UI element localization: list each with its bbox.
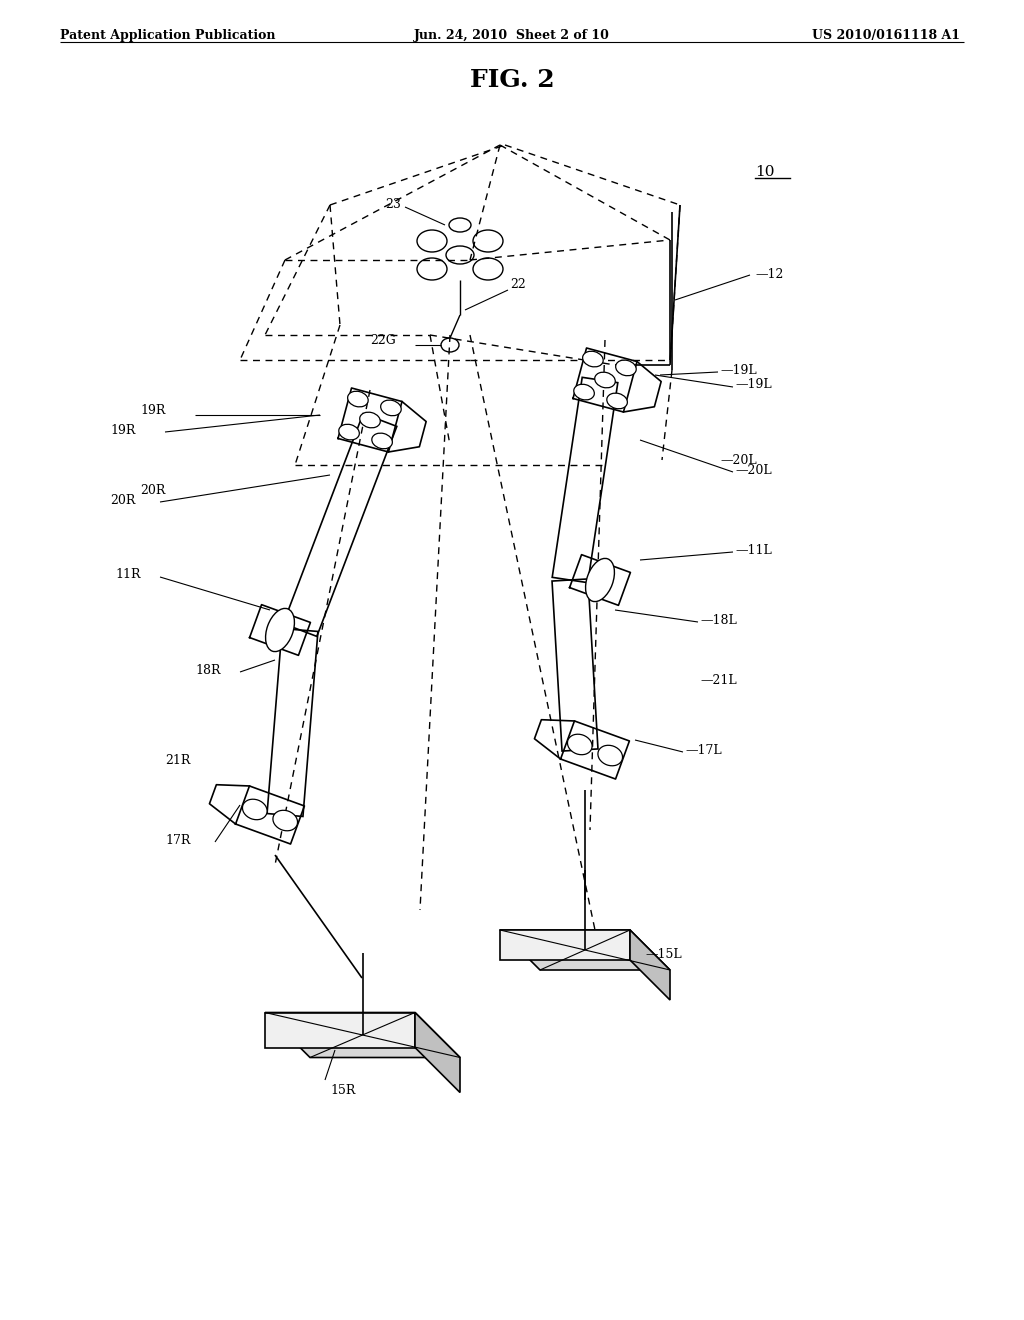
Text: Patent Application Publication: Patent Application Publication bbox=[60, 29, 275, 41]
Text: —18L: —18L bbox=[700, 614, 736, 627]
Text: —17L: —17L bbox=[685, 743, 722, 756]
Text: Jun. 24, 2010  Sheet 2 of 10: Jun. 24, 2010 Sheet 2 of 10 bbox=[414, 29, 610, 41]
Ellipse shape bbox=[615, 360, 636, 376]
Text: 10: 10 bbox=[755, 165, 774, 180]
Text: —19L: —19L bbox=[720, 363, 757, 376]
Text: —12: —12 bbox=[755, 268, 783, 281]
Ellipse shape bbox=[273, 810, 298, 830]
Ellipse shape bbox=[598, 746, 623, 766]
Text: 18R: 18R bbox=[195, 664, 220, 676]
Ellipse shape bbox=[473, 257, 503, 280]
Ellipse shape bbox=[449, 218, 471, 232]
Text: 21R: 21R bbox=[165, 754, 190, 767]
Ellipse shape bbox=[595, 372, 615, 388]
Text: 23: 23 bbox=[385, 198, 400, 211]
Ellipse shape bbox=[446, 246, 474, 264]
Ellipse shape bbox=[359, 412, 380, 428]
Polygon shape bbox=[630, 931, 670, 1001]
Ellipse shape bbox=[417, 257, 447, 280]
Text: —11L: —11L bbox=[735, 544, 772, 557]
Ellipse shape bbox=[372, 433, 392, 449]
Ellipse shape bbox=[473, 230, 503, 252]
Text: 17R: 17R bbox=[165, 833, 190, 846]
Text: 22G: 22G bbox=[370, 334, 395, 346]
Ellipse shape bbox=[573, 384, 594, 400]
Ellipse shape bbox=[347, 391, 369, 407]
Ellipse shape bbox=[441, 338, 459, 352]
Polygon shape bbox=[265, 1012, 460, 1057]
Text: 19R: 19R bbox=[110, 424, 135, 437]
Text: 20R: 20R bbox=[140, 483, 165, 496]
Polygon shape bbox=[500, 931, 670, 970]
Text: 11R: 11R bbox=[115, 569, 140, 582]
Text: —15L: —15L bbox=[645, 949, 682, 961]
Ellipse shape bbox=[586, 558, 614, 602]
Text: FIG. 2: FIG. 2 bbox=[470, 69, 554, 92]
Text: US 2010/0161118 A1: US 2010/0161118 A1 bbox=[812, 29, 961, 41]
Text: —21L: —21L bbox=[700, 673, 736, 686]
Text: —20L: —20L bbox=[735, 463, 772, 477]
Ellipse shape bbox=[265, 609, 295, 652]
Ellipse shape bbox=[417, 230, 447, 252]
Polygon shape bbox=[415, 1012, 460, 1093]
Ellipse shape bbox=[381, 400, 401, 416]
Ellipse shape bbox=[567, 734, 592, 755]
Ellipse shape bbox=[583, 351, 603, 367]
Text: 19R: 19R bbox=[140, 404, 165, 417]
Text: —20L: —20L bbox=[720, 454, 757, 466]
Text: 20R: 20R bbox=[110, 494, 135, 507]
Text: —19L: —19L bbox=[735, 379, 772, 392]
Text: 15R: 15R bbox=[330, 1084, 355, 1097]
Ellipse shape bbox=[607, 393, 628, 409]
Text: 22: 22 bbox=[510, 279, 525, 292]
Polygon shape bbox=[500, 931, 630, 960]
Ellipse shape bbox=[339, 424, 359, 440]
Ellipse shape bbox=[243, 799, 267, 820]
Polygon shape bbox=[265, 1012, 415, 1048]
